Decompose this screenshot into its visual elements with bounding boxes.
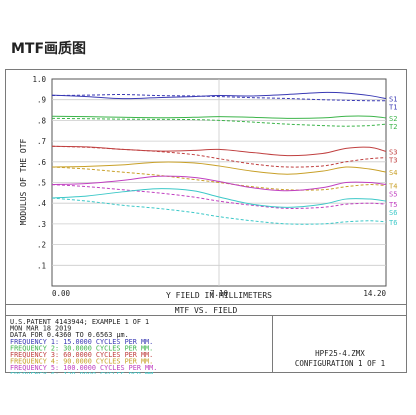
- y-tick-label: .6: [37, 158, 47, 167]
- info-line: DATA FOR 0.4360 TO 0.6563 μm.: [10, 331, 129, 339]
- series-line-t2: [51, 117, 387, 127]
- configuration-label: CONFIGURATION 1 OF 1: [295, 359, 385, 368]
- y-tick-label: .7: [37, 137, 46, 146]
- mtf-chart-window: .1 .2 .3 .4 .5 .6 .7 .8 .9 1.0 0.00 7.10 14.20 S1 T1…: [4, 68, 408, 379]
- y-tick-label: .8: [37, 116, 47, 125]
- y-tick-label: .3: [37, 220, 46, 229]
- series-label-s5: S5: [389, 191, 397, 199]
- frequency-line: FREQUENCY 2: 30.0000 CYCLES PER MM.: [10, 344, 153, 352]
- file-name: HPF25-4.ZMX: [315, 349, 365, 358]
- series-line-s4: [51, 161, 387, 175]
- series-label-s3: S3: [389, 148, 397, 156]
- series-line-s1: [51, 91, 387, 100]
- y-tick-label: .5: [37, 179, 46, 188]
- series-line-t5: [51, 184, 387, 209]
- series-label-t5: T5: [389, 201, 397, 209]
- info-line: U.S.PATENT 4143944; EXAMPLE 1 OF 1: [10, 318, 149, 326]
- y-tick-label: 1.0: [32, 75, 46, 84]
- series-lines: [51, 91, 387, 225]
- x-tick-label: 0.00: [52, 289, 71, 298]
- y-tick-label: .1: [37, 261, 46, 270]
- frequency-line: FREQUENCY 4: 90.0000 CYCLES PER MM.: [10, 358, 153, 366]
- series-label-s4: S4: [389, 169, 397, 177]
- chart-title: MTF VS. FIELD: [175, 306, 238, 315]
- page-title: MTF画质图: [11, 41, 87, 57]
- series-line-s2: [51, 115, 387, 119]
- info-line: MON MAR 18 2019: [10, 325, 71, 333]
- series-line-t4: [51, 166, 387, 191]
- x-tick-labels: 0.00 7.10 14.20: [52, 289, 386, 298]
- series-line-t1: [51, 94, 387, 102]
- y-tick-label: .9: [37, 96, 46, 105]
- y-tick-label: .4: [37, 199, 47, 208]
- mtf-chart: .1 .2 .3 .4 .5 .6 .7 .8 .9 1.0 0.00 7.10 14.20 S1T1…: [5, 69, 407, 379]
- series-label-s2: S2: [389, 115, 397, 123]
- series-label-s1: S1: [389, 96, 397, 104]
- frequency-line: FREQUENCY 1: 15.0000 CYCLES PER MM.: [10, 338, 153, 346]
- series-line-s6: [51, 188, 387, 208]
- series-label-t3: T3: [389, 156, 397, 164]
- frequency-line: FREQUENCY 5: 100.0000 CYCLES PER MM.: [10, 364, 157, 372]
- series-label-t2: T2: [389, 123, 397, 131]
- y-axis-label: MODULUS OF THE OTF: [19, 138, 28, 225]
- y-tick-labels: .1 .2 .3 .4 .5 .6 .7 .8 .9 1.0: [32, 75, 46, 270]
- series-line-t3: [51, 145, 387, 168]
- series-line-t6: [51, 197, 387, 225]
- frequency-line: FREQUENCY 6: 120.0000 CYCLES PER MM.: [10, 371, 157, 374]
- frequency-line: FREQUENCY 3: 60.0000 CYCLES PER MM.: [10, 351, 153, 359]
- series-label-s6: S6: [389, 209, 397, 217]
- x-axis-label: Y FIELD IN MILLIMETERS: [166, 291, 272, 300]
- series-label-t6: T6: [389, 219, 397, 227]
- series-label-t1: T1: [389, 104, 397, 112]
- x-tick-label: 7.10: [210, 289, 229, 298]
- series-label-t4: T4: [389, 183, 397, 191]
- series-line-s5: [51, 175, 387, 192]
- x-tick-label: 14.20: [363, 289, 386, 298]
- y-tick-label: .2: [37, 241, 46, 250]
